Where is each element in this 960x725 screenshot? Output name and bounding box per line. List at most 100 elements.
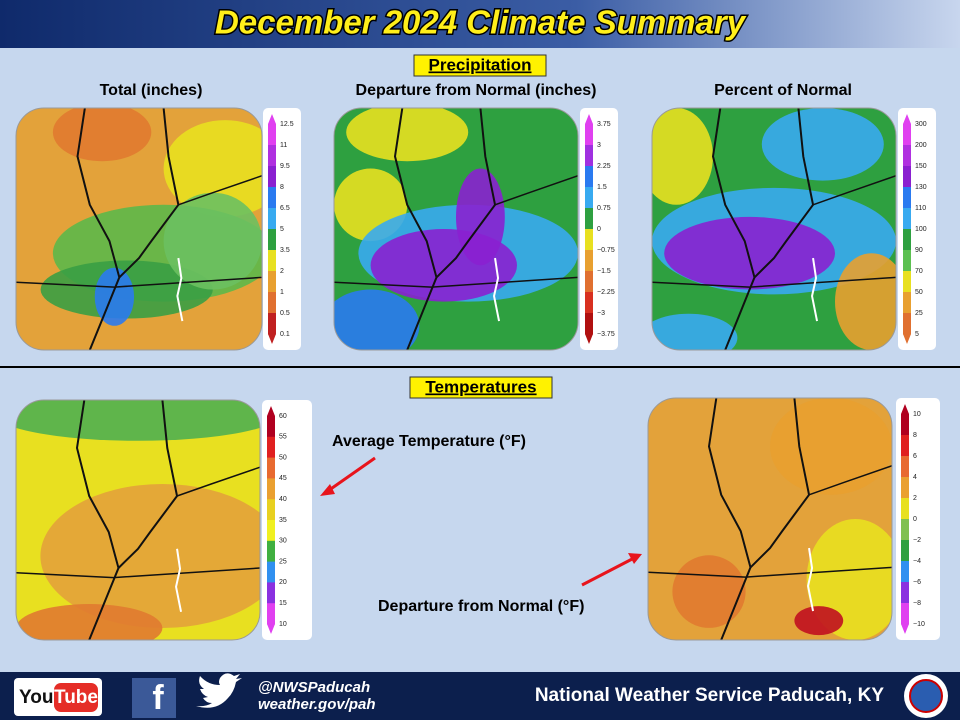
- title: December 2024 Climate Summary: [215, 4, 747, 41]
- map: [16, 108, 262, 350]
- legend-label: 4: [913, 474, 917, 481]
- maps: 12.5 11 9.5 8 6.5 5 3.5 2 1 0.5 0.1 3.75 3 2.25 1.5 0.7…: [15, 107, 940, 641]
- legend-band: [901, 561, 909, 583]
- legend-band: [267, 582, 275, 604]
- handle: @NWSPaducah: [258, 679, 370, 696]
- legend-band: [268, 124, 276, 146]
- map: [648, 398, 892, 640]
- legend-band: [268, 145, 276, 167]
- legend-label: −6: [913, 579, 921, 586]
- legend-band: [903, 292, 911, 314]
- map-region: [346, 108, 469, 162]
- legend-band: [585, 271, 593, 293]
- legend-band: [267, 540, 275, 563]
- legend-label: 15: [279, 600, 287, 607]
- legend-label: 200: [915, 142, 927, 149]
- legend-label: 3.5: [280, 247, 290, 254]
- legend-label: 35: [279, 517, 287, 524]
- legend-label: 1: [280, 289, 284, 296]
- twitter-logo[interactable]: [196, 673, 242, 708]
- legend-label: 1.5: [597, 184, 607, 191]
- arrow: [324, 456, 376, 495]
- arrowhead: [320, 484, 335, 496]
- annotation: Departure from Normal (°F): [378, 598, 584, 615]
- lake: [175, 548, 183, 612]
- section-heading: Temperatures: [425, 377, 536, 396]
- legend-band: [901, 456, 909, 478]
- legend-label: 10: [913, 411, 921, 418]
- legend-label: 110: [915, 205, 926, 212]
- map-frame: [651, 107, 897, 351]
- state-border: [334, 276, 578, 288]
- legend-label: −0.75: [597, 247, 615, 254]
- legend-label: 8: [280, 184, 284, 191]
- panel-title: Departure from Normal (inches): [356, 82, 597, 99]
- state-border: [118, 108, 180, 279]
- legend-label: 55: [279, 434, 287, 441]
- legend-tip: [268, 334, 276, 344]
- state-border: [75, 400, 120, 640]
- state-border: [76, 108, 121, 350]
- legend-band: [268, 208, 276, 230]
- legend-band: [585, 166, 593, 188]
- legend-tip: [903, 114, 911, 124]
- legend-tip: [268, 114, 276, 124]
- legend-band: [268, 313, 276, 335]
- legend-label: −10: [913, 621, 925, 628]
- website: weather.gov/pah: [258, 696, 376, 713]
- legend-band: [903, 229, 911, 251]
- map-region: [163, 192, 262, 290]
- legend-label: 2: [280, 268, 284, 275]
- legend-label: 0.5: [280, 310, 290, 317]
- map-frame: [647, 397, 893, 641]
- legend-label: 12.5: [280, 121, 294, 128]
- legend-label: −3: [597, 310, 605, 317]
- legend-band: [585, 229, 593, 251]
- state-border: [652, 276, 896, 288]
- state-border: [753, 108, 815, 279]
- annotation: Average Temperature (°F): [332, 433, 526, 450]
- legend-label: −3.75: [597, 331, 615, 338]
- legend-tip: [267, 406, 275, 416]
- state-border: [648, 566, 892, 578]
- legend-label: 130: [915, 184, 927, 191]
- legend-band: [267, 436, 275, 459]
- legend-tip: [901, 404, 909, 414]
- legend-band: [901, 519, 909, 541]
- legend-label: −8: [913, 600, 921, 607]
- map: [652, 108, 896, 350]
- legend-label: 90: [915, 247, 923, 254]
- legend-label: 60: [279, 413, 287, 420]
- legend-label: 11: [280, 142, 287, 149]
- legend-label: 0: [597, 226, 601, 233]
- legend-band: [585, 313, 593, 335]
- map-region: [163, 120, 262, 217]
- map-region: [456, 168, 505, 266]
- state-border: [711, 108, 756, 350]
- legend-tip: [903, 334, 911, 344]
- youtube-text: You: [19, 687, 53, 708]
- legend-band: [901, 540, 909, 562]
- map-region: [334, 289, 420, 350]
- legend-label: 0.1: [280, 331, 290, 338]
- facebook-logo[interactable]: [132, 678, 176, 718]
- legend-label: 5: [280, 226, 284, 233]
- legend-tip: [585, 114, 593, 124]
- legend-band: [903, 145, 911, 167]
- legend-band: [267, 603, 275, 625]
- map-region: [794, 606, 844, 636]
- legend-band: [267, 416, 275, 438]
- lake: [807, 547, 815, 612]
- map-region: [16, 604, 163, 640]
- panel-title: Total (inches): [100, 82, 203, 99]
- map-region: [52, 108, 152, 162]
- legend-band: [903, 187, 911, 209]
- legend-label: 40: [279, 496, 287, 503]
- section-heading: Precipitation: [429, 55, 532, 74]
- lake: [493, 257, 501, 322]
- legend-tip: [585, 334, 593, 344]
- legend-band: [903, 250, 911, 272]
- legend-band: [901, 582, 909, 604]
- legend-label: −2: [913, 537, 921, 544]
